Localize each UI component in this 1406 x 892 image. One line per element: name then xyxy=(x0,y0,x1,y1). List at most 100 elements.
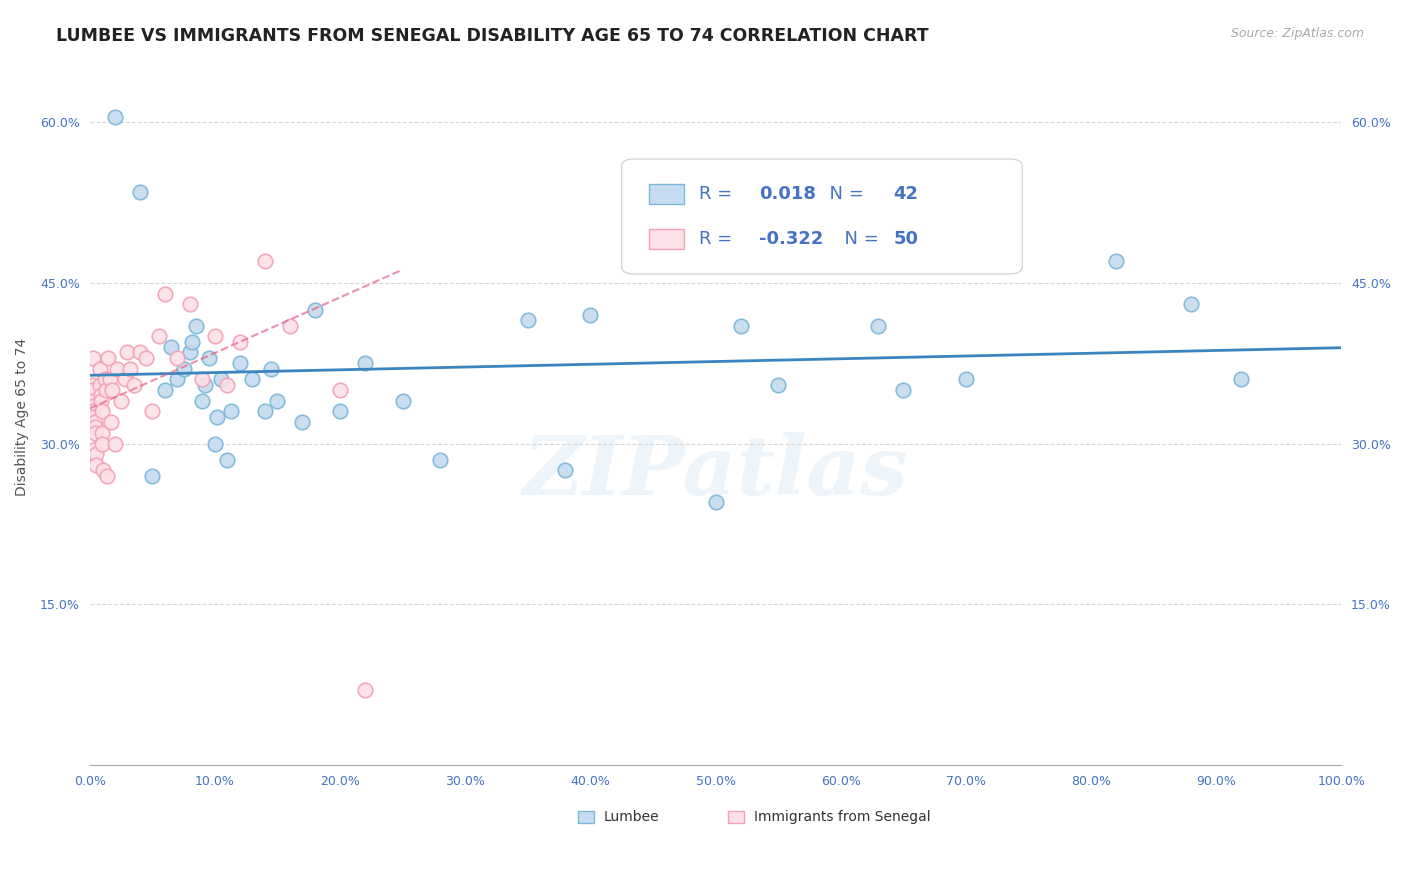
Point xyxy=(128,345,150,359)
Point xyxy=(194,377,217,392)
Point xyxy=(83,415,105,429)
Point xyxy=(391,393,413,408)
Point xyxy=(179,297,201,311)
Point xyxy=(1230,372,1253,386)
Point xyxy=(93,372,115,386)
Text: N =: N = xyxy=(834,230,884,248)
Point xyxy=(141,468,163,483)
Point xyxy=(153,286,176,301)
Point xyxy=(229,334,252,349)
Point xyxy=(94,383,117,397)
Text: ZIPatlas: ZIPatlas xyxy=(523,433,908,513)
Point xyxy=(429,452,451,467)
Point xyxy=(82,383,104,397)
Point xyxy=(291,415,314,429)
Point xyxy=(830,254,852,268)
Text: 50: 50 xyxy=(893,230,918,248)
Text: LUMBEE VS IMMIGRANTS FROM SENEGAL DISABILITY AGE 65 TO 74 CORRELATION CHART: LUMBEE VS IMMIGRANTS FROM SENEGAL DISABI… xyxy=(56,27,929,45)
Point xyxy=(266,393,288,408)
Point xyxy=(253,404,276,418)
Point xyxy=(868,318,890,333)
Point xyxy=(1105,254,1128,268)
Point xyxy=(91,425,114,440)
Point xyxy=(83,442,105,456)
Point xyxy=(204,436,226,450)
Point xyxy=(209,372,232,386)
Point xyxy=(191,393,214,408)
Point xyxy=(105,361,128,376)
Point xyxy=(253,254,276,268)
Point xyxy=(242,372,264,386)
Point xyxy=(260,361,283,376)
Point xyxy=(135,351,157,365)
Point xyxy=(93,463,115,477)
Point xyxy=(114,372,136,386)
Point xyxy=(217,377,239,392)
Point xyxy=(98,372,121,386)
Point xyxy=(91,436,114,450)
Point xyxy=(579,308,602,322)
Point xyxy=(91,404,114,418)
Point xyxy=(122,377,145,392)
Point xyxy=(118,361,141,376)
Point xyxy=(82,377,104,392)
Point xyxy=(82,393,104,408)
Bar xyxy=(728,811,744,823)
Point xyxy=(84,458,107,472)
Point xyxy=(955,372,977,386)
FancyBboxPatch shape xyxy=(621,159,1022,274)
Point xyxy=(110,393,132,408)
Point xyxy=(181,334,204,349)
Bar xyxy=(578,811,593,823)
Point xyxy=(117,345,139,359)
Y-axis label: Disability Age 65 to 74: Disability Age 65 to 74 xyxy=(15,338,30,496)
Point xyxy=(704,495,727,509)
Text: N =: N = xyxy=(818,185,870,202)
Point xyxy=(1180,297,1202,311)
Point xyxy=(97,351,120,365)
Point xyxy=(90,393,112,408)
Point xyxy=(89,361,111,376)
Point xyxy=(354,683,377,698)
Point xyxy=(100,415,122,429)
Text: R =: R = xyxy=(699,230,738,248)
Point xyxy=(207,409,229,424)
Point xyxy=(141,404,163,418)
Point xyxy=(84,447,107,461)
Text: -0.322: -0.322 xyxy=(759,230,824,248)
Point xyxy=(128,185,150,199)
Point xyxy=(730,318,752,333)
Point xyxy=(173,361,195,376)
Point xyxy=(204,329,226,343)
Point xyxy=(197,351,219,365)
Point xyxy=(104,110,127,124)
Text: 0.018: 0.018 xyxy=(759,185,817,202)
Text: Lumbee: Lumbee xyxy=(603,810,659,824)
Point xyxy=(101,383,124,397)
Point xyxy=(229,356,252,370)
Point xyxy=(766,377,789,392)
Point xyxy=(153,383,176,397)
Point xyxy=(82,409,104,424)
Point xyxy=(82,399,104,413)
Point xyxy=(179,345,201,359)
Point xyxy=(89,377,111,392)
Point xyxy=(554,463,576,477)
Point xyxy=(516,313,538,327)
Point xyxy=(96,468,118,483)
Point xyxy=(82,404,104,418)
Bar xyxy=(650,184,685,203)
Point xyxy=(160,340,183,354)
Point xyxy=(166,351,188,365)
Point xyxy=(83,425,105,440)
Point xyxy=(329,383,352,397)
Point xyxy=(329,404,352,418)
Point xyxy=(217,452,239,467)
Point xyxy=(354,356,377,370)
Point xyxy=(891,383,914,397)
Point xyxy=(90,388,112,402)
Text: R =: R = xyxy=(699,185,744,202)
Point xyxy=(219,404,242,418)
Point xyxy=(191,372,214,386)
Text: Immigrants from Senegal: Immigrants from Senegal xyxy=(754,810,931,824)
